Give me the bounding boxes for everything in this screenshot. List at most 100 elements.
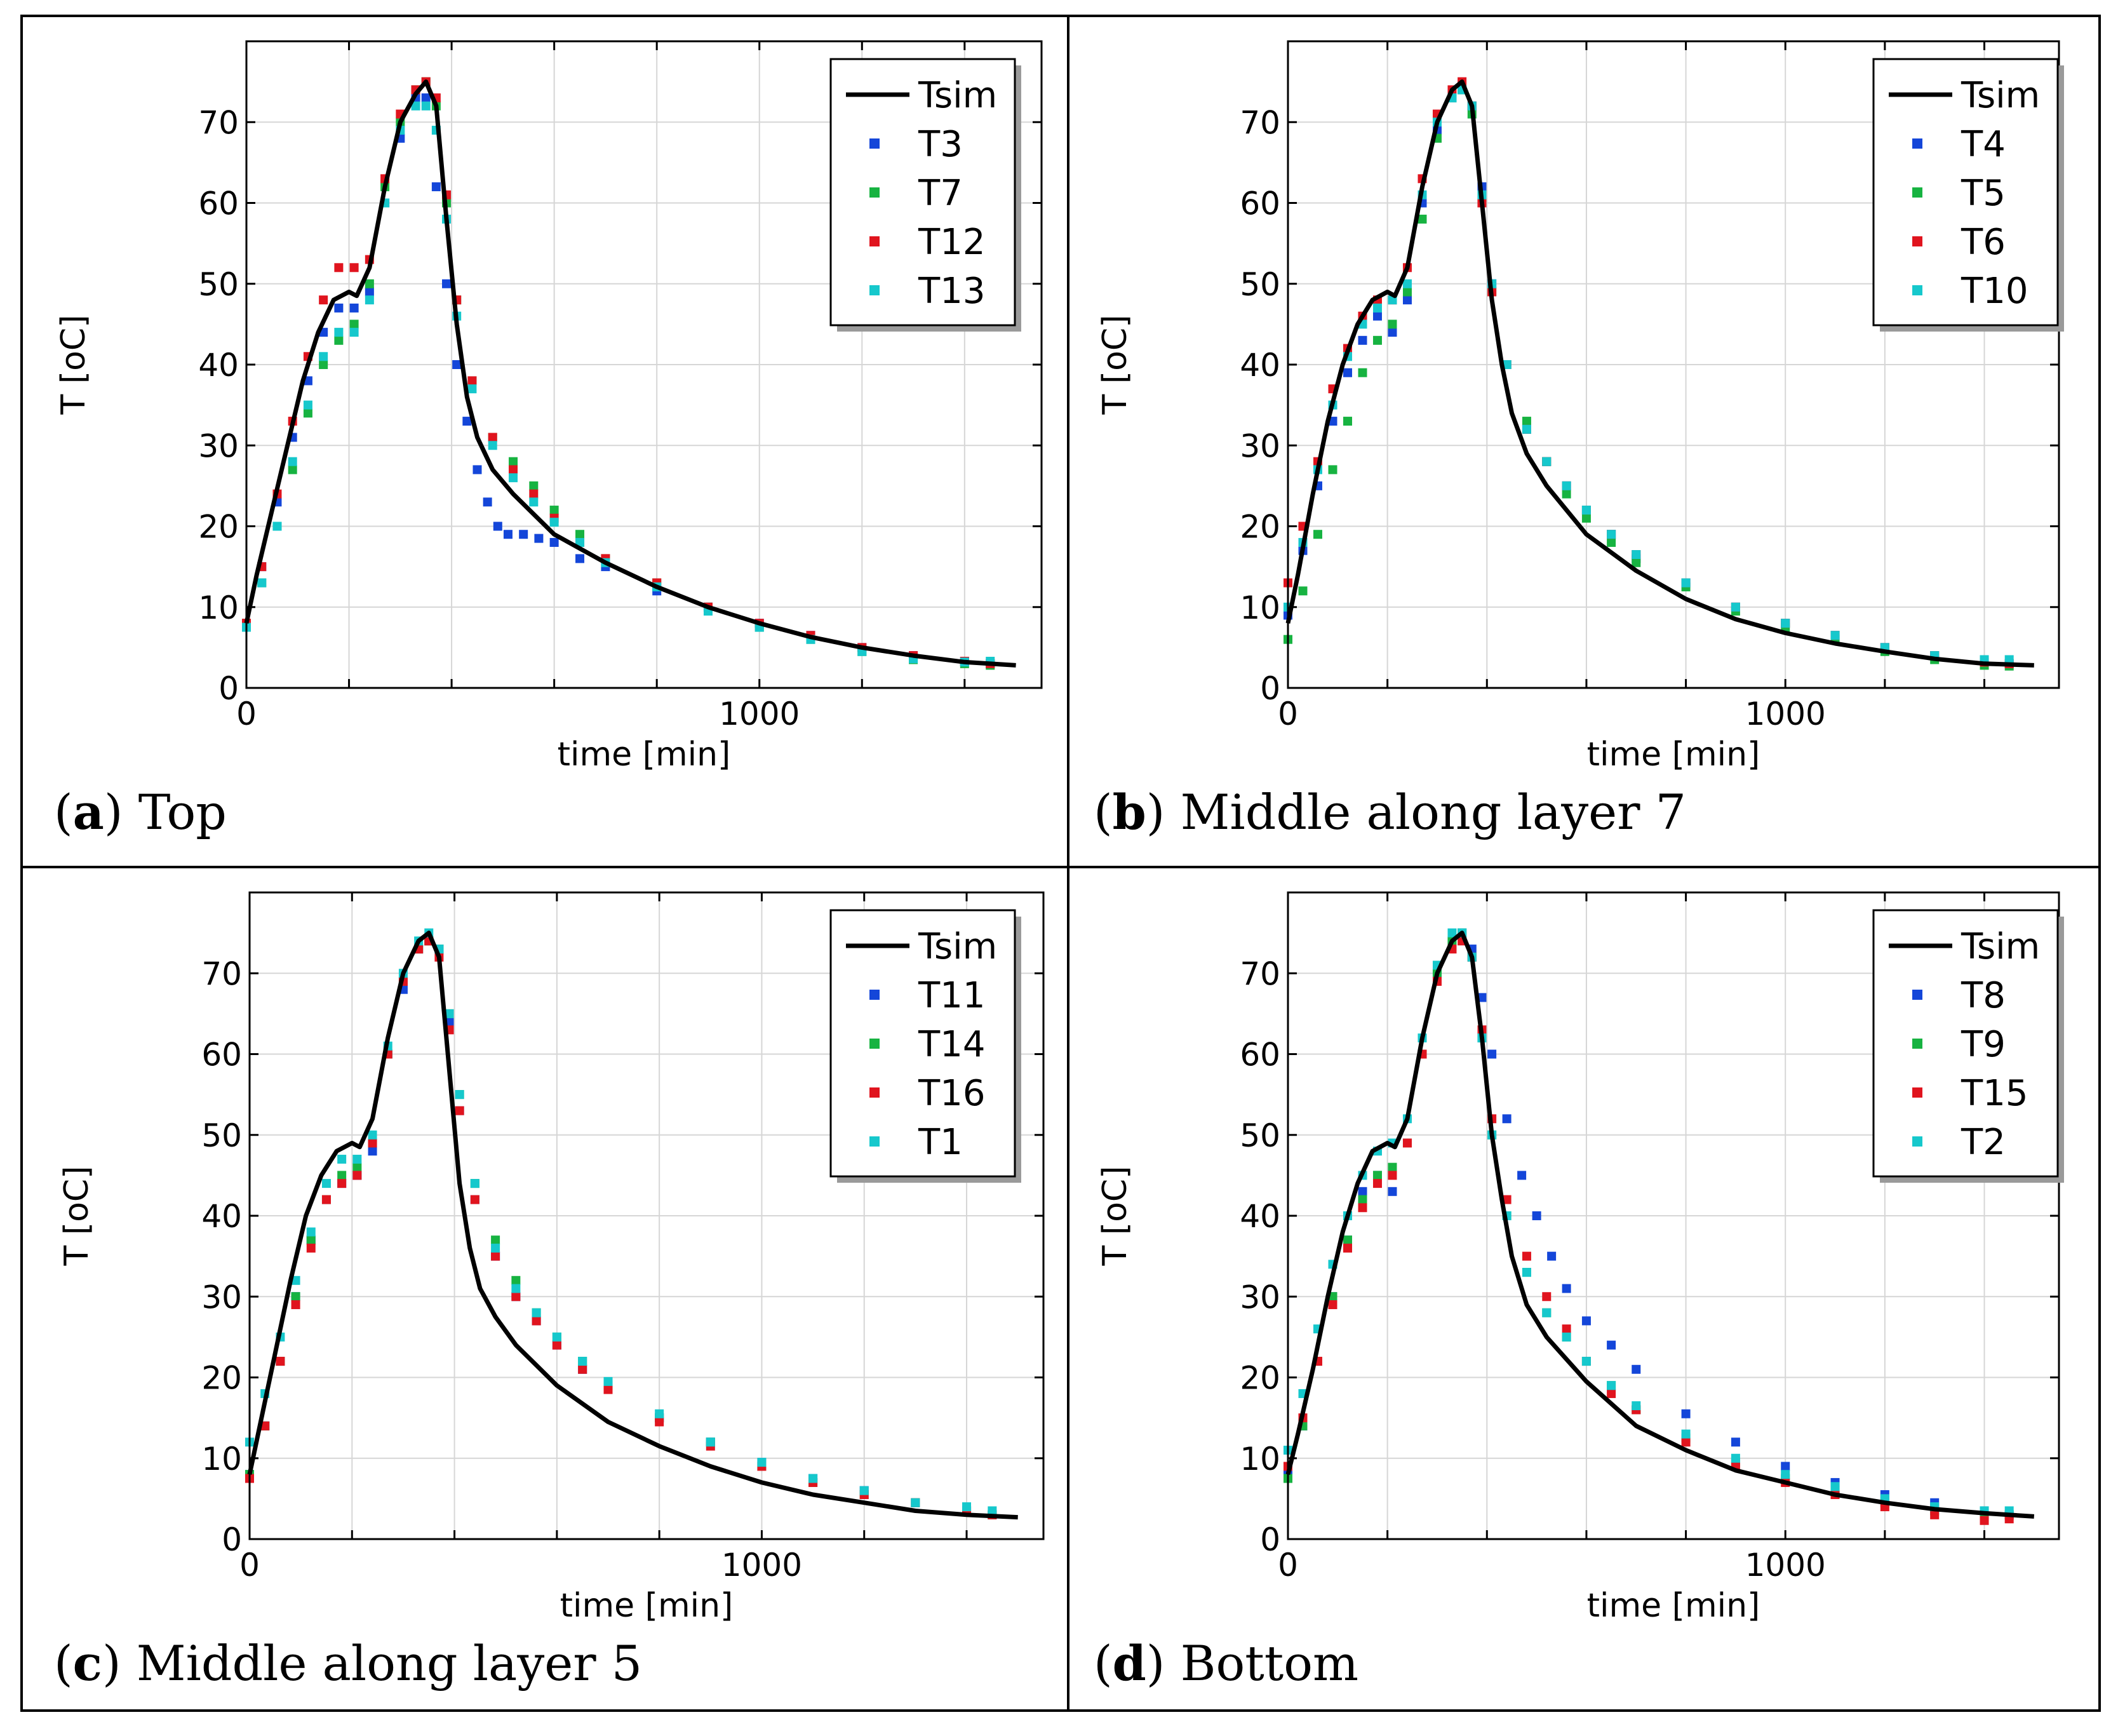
point-T10 xyxy=(1830,631,1840,640)
point-T7 xyxy=(334,335,344,345)
point-T13 xyxy=(319,352,328,361)
point-T13 xyxy=(467,384,477,394)
point-T7 xyxy=(549,506,559,515)
y-axis-label: T [oC] xyxy=(1096,315,1134,415)
panel-caption: (b) Middle along layer 7 xyxy=(1094,784,1686,840)
point-T13 xyxy=(272,521,282,531)
point-T7 xyxy=(575,530,585,539)
point-T5 xyxy=(1313,530,1322,539)
point-T13 xyxy=(529,497,539,507)
y-tick-label: 10 xyxy=(1240,1441,1280,1477)
legend-box xyxy=(829,909,1016,1178)
y-tick-label: 20 xyxy=(1240,1360,1280,1397)
point-T5 xyxy=(1298,586,1308,596)
point-T14 xyxy=(306,1235,316,1245)
legend-label: T6 xyxy=(1961,222,2006,263)
point-T2 xyxy=(1447,928,1457,938)
point-T15 xyxy=(1372,1179,1382,1188)
y-tick-label: 60 xyxy=(201,1037,242,1073)
point-T16 xyxy=(337,1179,347,1188)
y-tick-label: 0 xyxy=(222,1521,242,1558)
legend-swatch-marker xyxy=(1912,1136,1922,1147)
y-axis-label: T [oC] xyxy=(55,315,93,415)
legend-swatch-marker xyxy=(869,990,880,1000)
point-T8 xyxy=(1532,1211,1541,1220)
legend-label: T9 xyxy=(1961,1024,2006,1065)
panel-caption: (c) Middle along layer 5 xyxy=(54,1635,642,1692)
point-T15 xyxy=(1343,1243,1352,1253)
point-T8 xyxy=(1358,1187,1367,1196)
legend-label: T1 xyxy=(918,1122,963,1163)
point-T16 xyxy=(368,1138,377,1148)
point-T2 xyxy=(1542,1308,1552,1317)
y-axis-label: T [oC] xyxy=(58,1166,96,1267)
legend-swatch-marker xyxy=(869,236,880,246)
point-T16 xyxy=(655,1417,664,1427)
point-T15 xyxy=(1402,1138,1412,1148)
point-T11 xyxy=(368,1147,377,1156)
point-T15 xyxy=(1562,1324,1571,1334)
point-T15 xyxy=(1681,1437,1691,1447)
point-T10 xyxy=(1681,578,1691,588)
point-T4 xyxy=(1402,295,1412,305)
legend-swatch-marker xyxy=(1912,236,1922,246)
point-T5 xyxy=(1522,417,1531,426)
point-T3 xyxy=(483,497,492,507)
point-T8 xyxy=(1632,1364,1641,1374)
point-T15 xyxy=(1980,1516,1989,1525)
point-T12 xyxy=(467,376,477,386)
point-T1 xyxy=(321,1179,331,1188)
point-T12 xyxy=(529,489,539,499)
y-tick-label: 0 xyxy=(218,670,239,707)
point-T8 xyxy=(1547,1251,1557,1261)
point-T7 xyxy=(349,320,359,329)
y-tick-label: 20 xyxy=(201,1360,242,1397)
point-T14 xyxy=(291,1292,300,1302)
point-T4 xyxy=(1358,335,1367,345)
y-tick-label: 30 xyxy=(198,427,239,464)
point-T1 xyxy=(859,1486,869,1495)
point-T5 xyxy=(1418,214,1427,224)
point-T10 xyxy=(1581,506,1591,515)
point-T5 xyxy=(1562,489,1571,499)
caption-paren: ( xyxy=(1094,1635,1113,1692)
point-T13 xyxy=(411,101,420,111)
point-T3 xyxy=(442,279,452,288)
y-tick-label: 20 xyxy=(1240,509,1280,546)
point-T8 xyxy=(1581,1316,1591,1326)
point-T8 xyxy=(1477,993,1487,1002)
point-T8 xyxy=(1562,1284,1571,1293)
legend-label: Tsim xyxy=(918,75,997,116)
point-T15 xyxy=(1388,1171,1397,1180)
point-T16 xyxy=(321,1195,331,1204)
point-T12 xyxy=(509,465,518,474)
point-T2 xyxy=(1522,1268,1531,1277)
point-T1 xyxy=(578,1357,587,1366)
legend-label: T16 xyxy=(918,1073,985,1114)
point-T8 xyxy=(1517,1171,1527,1180)
caption-label: d xyxy=(1113,1635,1146,1692)
point-T1 xyxy=(368,1130,377,1140)
y-tick-label: 40 xyxy=(198,347,239,384)
point-T9 xyxy=(1372,1171,1382,1180)
y-tick-label: 20 xyxy=(198,509,239,546)
point-T1 xyxy=(988,1506,997,1516)
point-T5 xyxy=(1372,335,1382,345)
point-T10 xyxy=(1562,481,1571,490)
chart-panel-a: 0 1000 0 10 20 30 40 50 60 70 time [min] T [oC] Tsim… xyxy=(54,40,1043,840)
point-T9 xyxy=(1358,1195,1367,1204)
point-T13 xyxy=(509,473,518,483)
point-T10 xyxy=(1542,457,1552,466)
caption-label: a xyxy=(73,784,104,840)
point-T13 xyxy=(334,328,344,337)
plot-frame xyxy=(248,891,1045,1540)
point-T1 xyxy=(470,1179,479,1188)
x-tick-label: 0 xyxy=(239,1547,260,1584)
plot-frame xyxy=(1287,40,2060,689)
point-T13 xyxy=(349,328,359,337)
point-T5 xyxy=(1632,558,1641,567)
y-tick-label: 40 xyxy=(201,1198,242,1235)
legend-label: T7 xyxy=(918,173,963,214)
panel-caption: (d) Bottom xyxy=(1094,1635,1358,1692)
legend-swatch-marker xyxy=(1912,990,1922,1000)
